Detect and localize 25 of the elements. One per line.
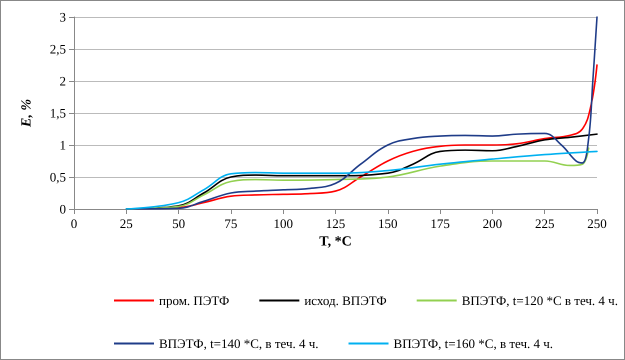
x-tick-label: 225: [534, 216, 554, 231]
x-tick-label: 75: [224, 216, 238, 231]
x-tick-label: 50: [172, 216, 186, 231]
x-tick-label: 25: [120, 216, 133, 231]
x-tick-label: 250: [587, 216, 607, 231]
y-tick-label: 1: [60, 138, 66, 152]
legend-label: исход. ВПЭТФ: [304, 293, 387, 308]
x-tick-label: 175: [430, 216, 450, 231]
x-tick-label: 0: [70, 216, 78, 231]
legend-label: ВПЭТФ, t=120 *С в теч. 4 ч.: [462, 293, 618, 308]
x-tick-label: 100: [273, 216, 293, 231]
x-tick-label: 150: [378, 216, 398, 231]
y-axis-title: E, %: [20, 99, 34, 128]
x-tick-label: 200: [482, 216, 502, 231]
legend-label: ВПЭТФ, t=160 *С, в теч. 4 ч.: [394, 336, 554, 351]
y-tick-label: 0: [60, 202, 66, 216]
y-tick-label: 2: [60, 74, 66, 88]
y-tick-label: 2,5: [50, 42, 66, 56]
x-axis-title: T, *C: [319, 234, 352, 250]
y-tick-label: 3: [60, 10, 66, 24]
y-tick-label: 0,5: [50, 170, 66, 184]
y-tick-label: 1,5: [50, 106, 66, 120]
legend-label: ВПЭТФ, t=140 *С, в теч. 4 ч.: [159, 336, 319, 351]
x-tick-label: 125: [326, 216, 346, 231]
legend-label: пром. ПЭТФ: [159, 293, 230, 308]
